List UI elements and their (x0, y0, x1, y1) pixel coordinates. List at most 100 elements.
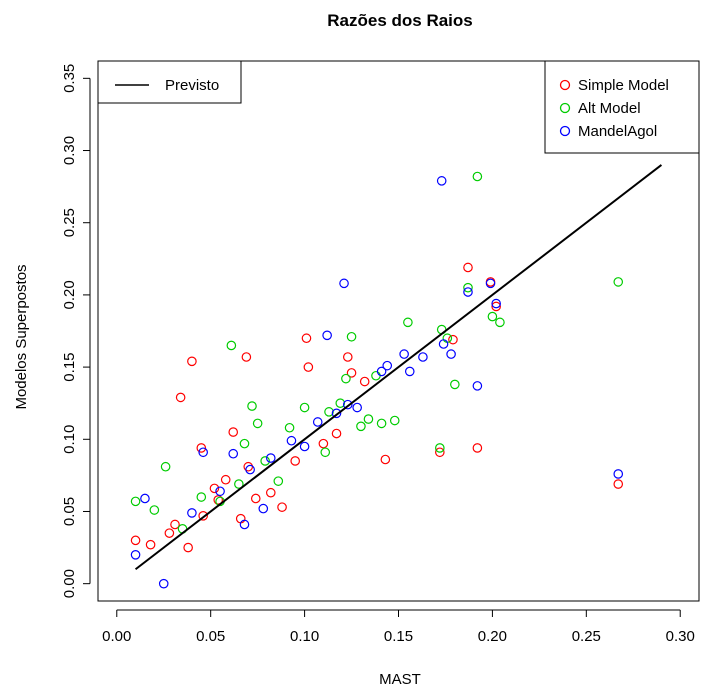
point-alt-model (320, 447, 331, 458)
point-simple-model (435, 447, 445, 458)
prediction-line (134, 164, 663, 571)
point-mandelagol (339, 278, 349, 289)
point-alt-model (247, 401, 257, 411)
point-alt-model (376, 418, 387, 429)
legend-marker-mandelagol (559, 125, 571, 137)
point-alt-model (487, 311, 498, 322)
point-mandelagol (299, 441, 310, 452)
point-mandelagol (331, 408, 342, 419)
point-simple-model (331, 428, 342, 439)
point-alt-model (495, 317, 505, 328)
point-simple-model (213, 495, 223, 505)
legend-points-box: Simple Model Alt Model MandelAgol (544, 60, 700, 154)
point-alt-model (196, 492, 207, 502)
point-simple-model (491, 301, 501, 312)
point-mandelagol (215, 486, 225, 497)
point-alt-model (160, 461, 171, 472)
point-mandelagol (485, 278, 496, 289)
x-tick-label: 0.25 (572, 628, 601, 645)
legend-line-frame (97, 60, 242, 104)
legend-label-mandelagol: MandelAgol (578, 123, 657, 140)
point-simple-model (243, 461, 254, 472)
point-simple-model (359, 376, 370, 387)
legend-label-alt-model: Alt Model (578, 100, 641, 117)
point-mandelagol (436, 176, 447, 186)
point-simple-model (250, 493, 261, 504)
point-simple-model (380, 454, 391, 465)
point-simple-model (130, 535, 141, 546)
x-tick-label: 0.20 (478, 628, 507, 645)
point-mandelagol (382, 360, 393, 371)
point-alt-model (450, 379, 460, 390)
y-tick-label: 0.15 (61, 352, 78, 381)
point-alt-model (324, 407, 334, 417)
point-mandelagol (446, 349, 456, 359)
point-simple-model (277, 502, 287, 512)
point-mandelagol (404, 366, 415, 377)
scatter-points (130, 171, 624, 589)
point-mandelagol (352, 402, 362, 413)
point-mandelagol (438, 339, 449, 349)
point-mandelagol (198, 447, 208, 458)
point-alt-model (299, 402, 310, 413)
point-alt-model (335, 398, 346, 408)
point-simple-model (196, 443, 207, 453)
y-tick-label: 0.10 (61, 425, 78, 454)
plot-frame (97, 60, 700, 602)
axes: 0.00 0.05 0.10 0.15 0.20 0.25 0.30 0.00 0.05 0.10… (61, 64, 695, 645)
point-simple-model (228, 427, 239, 437)
y-tick-label: 0.35 (61, 64, 78, 93)
point-simple-model (463, 262, 473, 273)
point-mandelagol (258, 503, 269, 514)
point-mandelagol (342, 399, 353, 410)
point-alt-model (149, 505, 160, 515)
point-simple-model (145, 539, 156, 550)
point-simple-model (175, 392, 186, 403)
point-mandelagol (322, 330, 332, 341)
y-tick-label: 0.25 (61, 208, 78, 237)
y-tick-label: 0.20 (61, 280, 78, 309)
y-tick-label: 0.30 (61, 136, 78, 165)
point-mandelagol (613, 469, 624, 479)
point-alt-model (463, 282, 473, 293)
point-mandelagol (265, 453, 276, 463)
point-simple-model (290, 456, 301, 466)
x-tick-label: 0.15 (384, 628, 413, 645)
point-alt-model (341, 373, 351, 384)
point-mandelagol (187, 508, 197, 518)
legend-label-simple-model: Simple Model (578, 77, 669, 94)
point-mandelagol (472, 381, 483, 391)
point-simple-model (198, 511, 208, 521)
point-mandelagol (158, 578, 169, 589)
point-alt-model (226, 340, 237, 351)
point-simple-model (183, 542, 193, 553)
point-simple-model (346, 368, 357, 378)
point-mandelagol (376, 366, 387, 377)
point-mandelagol (286, 435, 297, 446)
legend-line-label: Previsto (165, 77, 219, 94)
point-alt-model (130, 496, 141, 507)
y-tick-label: 0.05 (61, 497, 78, 526)
point-alt-model (472, 171, 483, 182)
legend-marker-simple-model (559, 79, 571, 91)
point-mandelagol (463, 287, 473, 297)
point-mandelagol (491, 298, 501, 309)
x-axis-label: MAST (379, 671, 421, 688)
point-mandelagol (228, 448, 239, 459)
point-mandelagol (312, 417, 323, 427)
point-simple-model (303, 362, 314, 372)
point-simple-model (342, 352, 353, 362)
point-alt-model (260, 456, 270, 466)
x-tick-label: 0.10 (290, 628, 319, 645)
point-simple-model (472, 443, 483, 453)
chart-title: Razões dos Raios (327, 11, 473, 30)
point-alt-model (435, 443, 445, 453)
point-alt-model (403, 317, 413, 328)
point-simple-model (241, 352, 252, 362)
x-tick-label: 0.00 (102, 628, 131, 645)
legend-marker-alt-model (559, 102, 571, 114)
point-alt-model (273, 476, 284, 486)
point-alt-model (234, 479, 244, 489)
point-mandelagol (399, 349, 409, 359)
